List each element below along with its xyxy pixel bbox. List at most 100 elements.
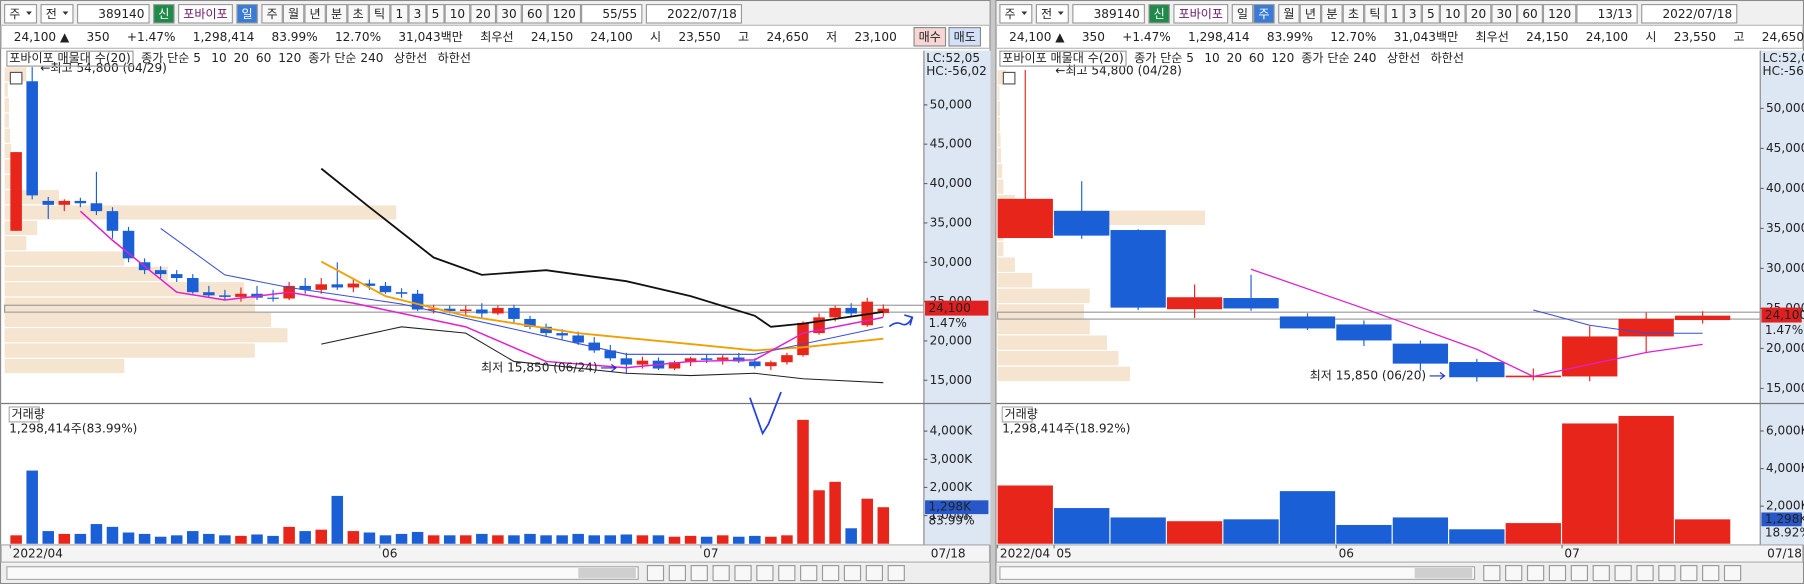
toolbar-label[interactable]: 5 — [432, 7, 440, 21]
toolbar-label[interactable]: 1 — [1391, 7, 1399, 21]
toolbar-name[interactable] — [1173, 4, 1229, 24]
toolbar-input[interactable] — [581, 4, 643, 24]
toolbar-btn[interactable] — [408, 4, 427, 24]
toolbar-combo[interactable] — [1035, 4, 1069, 24]
toolbar-label[interactable]: 년 — [310, 7, 321, 21]
toolbar-icon[interactable] — [1548, 565, 1567, 582]
toolbar-btn[interactable] — [390, 4, 409, 24]
toolbar-btn[interactable] — [1231, 4, 1254, 24]
legend-item[interactable]: 종가 단순 5 — [141, 51, 201, 65]
legend-item[interactable]: 포바이포 매물대 수(20) — [9, 51, 131, 65]
toolbar-label[interactable]: 전 — [1041, 7, 1052, 21]
toolbar-btn[interactable] — [347, 4, 369, 24]
toolbar-input[interactable] — [645, 4, 743, 24]
legend-item[interactable]: 20 — [1227, 51, 1242, 65]
toolbar-icon[interactable] — [821, 565, 840, 582]
toolbar-btn[interactable] — [426, 4, 445, 24]
toolbar-btn[interactable] — [325, 4, 348, 24]
toolbar-icon[interactable] — [690, 565, 708, 582]
toolbar-btn[interactable] — [261, 4, 283, 24]
toolbar-icon[interactable] — [1505, 565, 1523, 582]
toolbar-icon[interactable] — [646, 565, 665, 582]
toolbar-label[interactable]: 2022/07/18 — [1662, 7, 1732, 21]
toolbar-label[interactable]: 60 — [1522, 7, 1537, 21]
legend-item[interactable]: 종가 단순 5 — [1134, 51, 1194, 65]
toolbar-btn[interactable] — [368, 4, 391, 24]
legend-item[interactable]: 10 — [1204, 51, 1219, 65]
toolbar-icon[interactable] — [800, 565, 818, 582]
toolbar-label[interactable]: 일 — [1237, 7, 1248, 21]
toolbar-btn[interactable] — [521, 4, 548, 24]
chart-icon[interactable] — [1002, 71, 1016, 85]
toolbar-icon[interactable] — [1723, 565, 1742, 582]
toolbar-label[interactable]: 30 — [1497, 7, 1512, 21]
toolbar-btn[interactable] — [1465, 4, 1492, 24]
toolbar-input[interactable] — [1576, 4, 1638, 24]
toolbar-input[interactable] — [1072, 4, 1145, 24]
toolbar-btn[interactable] — [1342, 4, 1365, 24]
toolbar-name[interactable] — [178, 4, 233, 24]
toolbar-btn[interactable] — [496, 4, 522, 24]
toolbar-label[interactable]: 월 — [1283, 7, 1294, 21]
legend-item[interactable]: 60 — [256, 51, 271, 65]
toolbar-icon[interactable] — [843, 565, 862, 582]
toolbar-input[interactable] — [1641, 4, 1738, 24]
toolbar-label[interactable]: 3 — [414, 7, 422, 21]
toolbar-label[interactable]: 10 — [1445, 7, 1460, 21]
toolbar-label[interactable]: 신 — [1154, 7, 1165, 21]
legend-item[interactable]: 하한선 — [1431, 51, 1464, 65]
toolbar-icon[interactable] — [1680, 565, 1698, 582]
toolbar-label[interactable]: 분 — [1326, 7, 1337, 21]
toolbar-label[interactable]: 분 — [331, 7, 342, 21]
toolbar-btn[interactable] — [1403, 4, 1422, 24]
toolbar-btn[interactable] — [1421, 4, 1440, 24]
toolbar-label[interactable]: 30 — [501, 7, 516, 21]
legend-item[interactable]: 10 — [211, 51, 226, 65]
toolbar-combo[interactable] — [4, 4, 38, 24]
toolbar-btn[interactable] — [470, 4, 497, 24]
toolbar-label[interactable]: 20 — [476, 7, 491, 21]
toolbar-input[interactable] — [76, 4, 150, 24]
toolbar-icon[interactable] — [1614, 565, 1632, 582]
toolbar-label[interactable]: 일 — [242, 7, 253, 21]
toolbar-btn[interactable] — [1385, 4, 1404, 24]
toolbar-label[interactable]: 60 — [527, 7, 542, 21]
toolbar-label[interactable]: 55/55 — [602, 7, 637, 21]
legend-item[interactable]: 종가 단순 240 — [1301, 51, 1376, 65]
toolbar-label[interactable]: 389140 — [98, 7, 144, 21]
toolbar-icon[interactable] — [865, 565, 883, 582]
legend-item[interactable]: 하한선 — [438, 51, 471, 65]
order-button-label[interactable]: 매수 — [919, 30, 941, 44]
toolbar-btn[interactable] — [1491, 4, 1518, 24]
toolbar-icon[interactable] — [734, 565, 752, 582]
toolbar-btn[interactable] — [304, 4, 326, 24]
toolbar-label[interactable]: 틱 — [1369, 7, 1380, 21]
scroll-track[interactable] — [999, 566, 1476, 580]
toolbar-icon[interactable] — [712, 565, 730, 582]
legend-item[interactable]: 60 — [1249, 51, 1264, 65]
toolbar-btn[interactable] — [282, 4, 305, 24]
toolbar-combo[interactable] — [40, 4, 74, 24]
legend-item[interactable]: 상한선 — [1387, 51, 1420, 65]
toolbar-icon[interactable] — [1483, 565, 1501, 582]
order-button[interactable] — [948, 27, 982, 47]
legend-item[interactable]: 포바이포 매물대 수(20) — [1002, 51, 1124, 65]
toolbar-label[interactable]: 신 — [158, 7, 169, 21]
toolbar-label[interactable]: 주 — [1005, 7, 1016, 21]
order-button-label[interactable]: 매도 — [954, 30, 976, 44]
order-button[interactable] — [913, 27, 947, 47]
toolbar-icon[interactable] — [1702, 565, 1720, 582]
toolbar-btn[interactable] — [1364, 4, 1386, 24]
toolbar-label[interactable]: 주 — [1258, 7, 1269, 21]
toolbar-btn[interactable] — [444, 4, 471, 24]
toolbar-label[interactable]: 2022/07/18 — [667, 7, 737, 21]
toolbar-label[interactable]: 포바이포 — [1179, 7, 1223, 21]
toolbar-tag[interactable] — [1148, 4, 1170, 24]
toolbar-label[interactable]: 120 — [1548, 7, 1571, 21]
toolbar-sel[interactable] — [236, 4, 258, 24]
toolbar-label[interactable]: 1 — [396, 7, 404, 21]
toolbar-label[interactable]: 틱 — [374, 7, 385, 21]
toolbar-label[interactable]: 389140 — [1094, 7, 1140, 21]
toolbar-label[interactable]: 20 — [1471, 7, 1486, 21]
toolbar-label[interactable]: 주 — [9, 7, 20, 21]
